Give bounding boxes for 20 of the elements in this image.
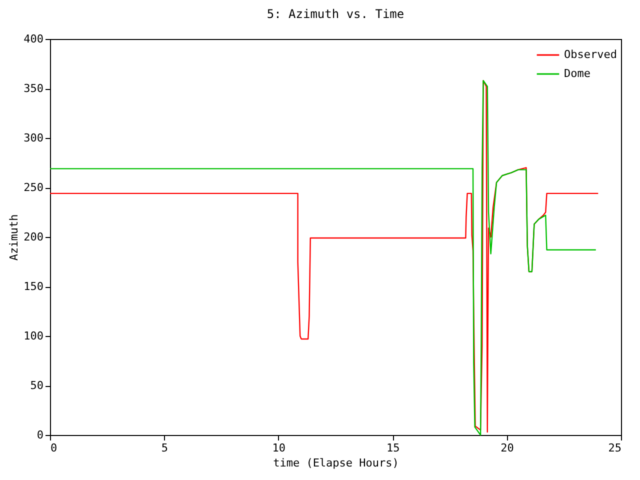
legend-label: Observed [564,48,617,61]
y-tick-label: 0 [36,428,44,442]
chart-title: 5: Azimuth vs. Time [266,7,404,21]
x-tick-label: 15 [386,442,400,454]
y-tick-label: 100 [24,330,44,342]
y-tick-label: 300 [24,132,44,144]
y-tick-label: 400 [24,32,44,46]
x-tick-label: 0 [50,442,58,454]
x-tick-label: 10 [272,442,286,454]
y-tick-label: 200 [24,230,44,244]
x-tick-label: 20 [500,442,514,454]
x-axis-title: time (Elapse Hours) [273,456,399,470]
y-tick-label: 350 [24,82,44,95]
y-tick-label: 50 [30,379,44,392]
y-tick-label: 250 [24,181,44,194]
x-tick-label: 5 [161,442,168,454]
legend-label: Dome [564,67,590,80]
y-axis-title: Azimuth [8,214,21,261]
x-tick-label: 25 [608,442,622,454]
y-tick-label: 150 [24,280,44,293]
